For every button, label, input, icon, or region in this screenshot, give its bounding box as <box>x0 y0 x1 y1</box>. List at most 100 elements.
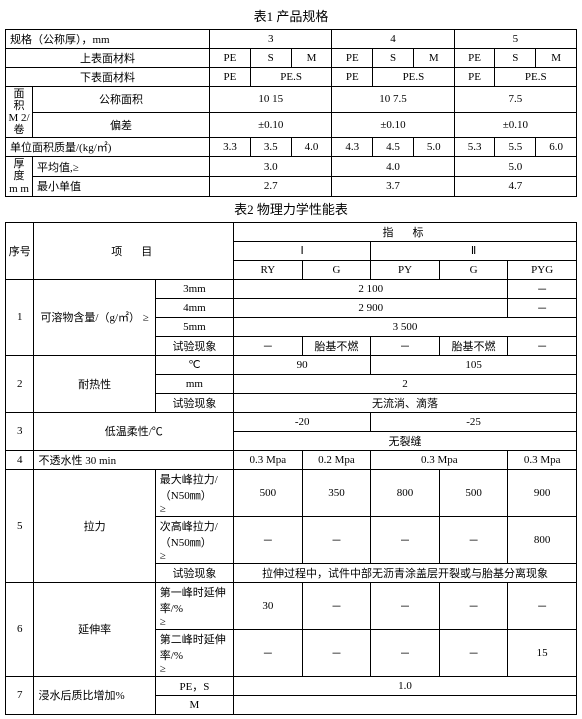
cell: M <box>291 49 332 68</box>
cell: 350 <box>302 469 371 516</box>
cell: 7.5 <box>454 87 576 113</box>
heat: 耐热性 <box>34 355 155 412</box>
cell: 5.5 <box>495 138 536 157</box>
cell: 1.0 <box>234 676 577 695</box>
cell: 4.0 <box>332 157 454 177</box>
cell: 10 15 <box>210 87 332 113</box>
cell: 2 900 <box>234 298 508 317</box>
cell: 无裂缝 <box>234 431 577 450</box>
cell: 0.3 Mpa <box>234 450 303 469</box>
cell: 5.0 <box>454 157 576 177</box>
cell: 900 <box>508 469 577 516</box>
cat-1: Ⅰ <box>234 241 371 260</box>
water: 不透水性 30 min <box>34 450 234 469</box>
cell: 3.0 <box>210 157 332 177</box>
cell: PE，S <box>155 676 233 695</box>
cell: PE <box>332 49 373 68</box>
cell: 5mm <box>155 317 233 336</box>
lower-material: 下表面材料 <box>6 68 210 87</box>
col-5: 5 <box>454 30 576 49</box>
cell: 0.3 Mpa <box>508 450 577 469</box>
deviation: 偏差 <box>33 112 210 138</box>
row-5: 5 <box>6 469 34 582</box>
cell: 2 <box>234 374 577 393</box>
cell: 105 <box>371 355 577 374</box>
cell: － <box>508 298 577 317</box>
cell: PE <box>210 68 251 87</box>
cell: mm <box>155 374 233 393</box>
cell: PE.S <box>495 68 577 87</box>
soluble: 可溶物含量/（g/㎡） ≥ <box>34 279 155 355</box>
table2: 序号项 目指 标 ⅠⅡ RYGPYGPYG 1可溶物含量/（g/㎡） ≥3mm2… <box>5 222 577 715</box>
cell: － <box>302 629 371 676</box>
soak: 浸水后质比增加% <box>34 676 155 714</box>
cell: -20 <box>234 412 371 431</box>
col-pyg: PYG <box>508 260 577 279</box>
elongation: 延伸率 <box>34 582 155 676</box>
upper-material: 上表面材料 <box>6 49 210 68</box>
cell: 试验现象 <box>155 336 233 355</box>
cell: 3.5 <box>250 138 291 157</box>
e2: 第二峰时延伸率/% ≥ <box>155 629 233 676</box>
col-ry: RY <box>234 260 303 279</box>
cell: 4.0 <box>291 138 332 157</box>
row-2: 2 <box>6 355 34 412</box>
cell: － <box>371 629 440 676</box>
cell: － <box>234 336 303 355</box>
cell: M <box>155 695 233 714</box>
cell: S <box>373 49 414 68</box>
cell: 3.3 <box>210 138 251 157</box>
cell: － <box>371 336 440 355</box>
cell: 3mm <box>155 279 233 298</box>
cell: － <box>302 516 371 563</box>
cell: PE <box>210 49 251 68</box>
cell: ℃ <box>155 355 233 374</box>
e1: 第一峰时延伸率/% ≥ <box>155 582 233 629</box>
cell: － <box>234 516 303 563</box>
cell: － <box>508 279 577 298</box>
cell: 4.5 <box>373 138 414 157</box>
cell: ±0.10 <box>454 112 576 138</box>
col-4: 4 <box>332 30 454 49</box>
cell: M <box>536 49 577 68</box>
cell: ±0.10 <box>332 112 454 138</box>
cell: 5.3 <box>454 138 495 157</box>
cell: － <box>371 582 440 629</box>
row-7: 7 <box>6 676 34 714</box>
spec-header: 规格（公称厚），mm <box>6 30 210 49</box>
cell: PE <box>454 68 495 87</box>
cell: 4.7 <box>454 177 576 197</box>
cell: -25 <box>371 412 577 431</box>
cell: 4mm <box>155 298 233 317</box>
table1-title: 表1 产品规格 <box>4 6 578 25</box>
cell: 3.7 <box>332 177 454 197</box>
cell: PE <box>454 49 495 68</box>
area-label: 面 积M 2/卷 <box>6 87 33 138</box>
cell: － <box>439 516 508 563</box>
min: 最小单值 <box>33 177 210 197</box>
row-3: 3 <box>6 412 34 450</box>
cell: 30 <box>234 582 303 629</box>
cell: 试验现象 <box>155 563 233 582</box>
cell: － <box>508 582 577 629</box>
index-header: 指 标 <box>234 222 577 241</box>
no-header: 序号 <box>6 222 34 279</box>
row-4: 4 <box>6 450 34 469</box>
cell: 无流淌、滴落 <box>234 393 577 412</box>
row-1: 1 <box>6 279 34 355</box>
table1: 规格（公称厚），mm345 上表面材料PESMPESMPESM 下表面材料PEP… <box>5 29 577 197</box>
cell: PE <box>332 68 373 87</box>
row-6: 6 <box>6 582 34 676</box>
cell: － <box>439 582 508 629</box>
cell: 500 <box>234 469 303 516</box>
cell: PE.S <box>373 68 455 87</box>
item-header: 项 目 <box>34 222 234 279</box>
cell: 10 7.5 <box>332 87 454 113</box>
cell: 6.0 <box>536 138 577 157</box>
cell: 2 100 <box>234 279 508 298</box>
cell: 2.7 <box>210 177 332 197</box>
cell: 800 <box>508 516 577 563</box>
cell: － <box>302 582 371 629</box>
cell <box>234 695 577 714</box>
low-temp: 低温柔性/℃ <box>34 412 234 450</box>
